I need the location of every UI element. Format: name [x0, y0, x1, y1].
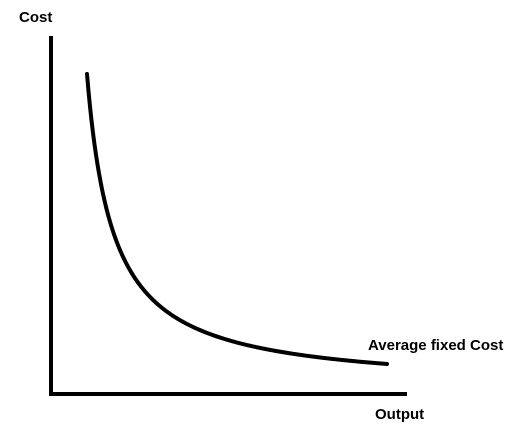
y-axis-label: Cost — [19, 9, 52, 26]
axes — [49, 36, 407, 396]
series-line-0 — [85, 72, 389, 366]
x-axis-label: Output — [375, 406, 424, 423]
series-layer — [85, 72, 389, 366]
series-label-average-fixed-cost: Average fixed Cost — [368, 337, 503, 354]
